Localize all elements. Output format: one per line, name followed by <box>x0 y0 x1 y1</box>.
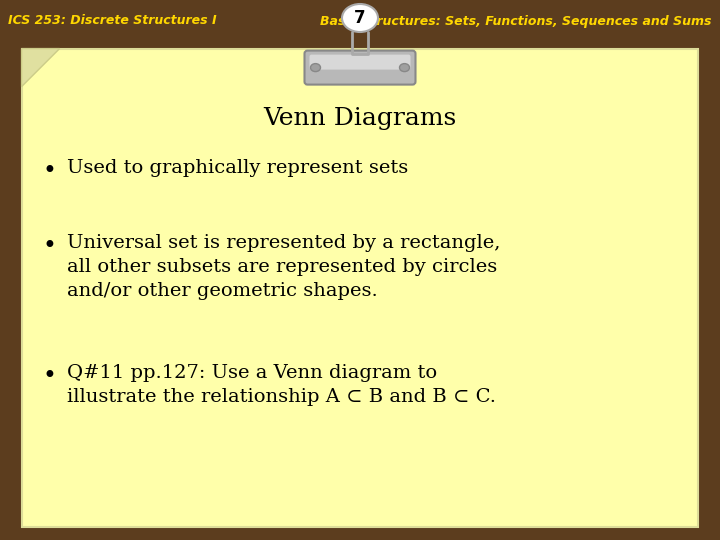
Text: Used to graphically represent sets: Used to graphically represent sets <box>66 159 408 177</box>
Text: ICS 253: Discrete Structures I: ICS 253: Discrete Structures I <box>8 15 217 28</box>
FancyBboxPatch shape <box>310 55 410 70</box>
Text: Basic Structures: Sets, Functions, Sequences and Sums: Basic Structures: Sets, Functions, Seque… <box>320 15 712 28</box>
Text: Venn Diagrams: Venn Diagrams <box>264 106 456 130</box>
Text: 7: 7 <box>354 9 366 27</box>
Ellipse shape <box>400 64 410 72</box>
Ellipse shape <box>310 64 320 72</box>
Text: •: • <box>42 159 57 183</box>
Polygon shape <box>22 49 60 86</box>
Ellipse shape <box>342 4 378 32</box>
FancyBboxPatch shape <box>22 49 698 526</box>
Text: •: • <box>42 363 57 388</box>
FancyBboxPatch shape <box>305 51 415 85</box>
Text: •: • <box>42 234 57 258</box>
Text: Q#11 pp.127: Use a Venn diagram to
illustrate the relationship A ⊂ B and B ⊂ C.: Q#11 pp.127: Use a Venn diagram to illus… <box>66 363 495 406</box>
Text: Universal set is represented by a rectangle,
all other subsets are represented b: Universal set is represented by a rectan… <box>66 234 500 300</box>
